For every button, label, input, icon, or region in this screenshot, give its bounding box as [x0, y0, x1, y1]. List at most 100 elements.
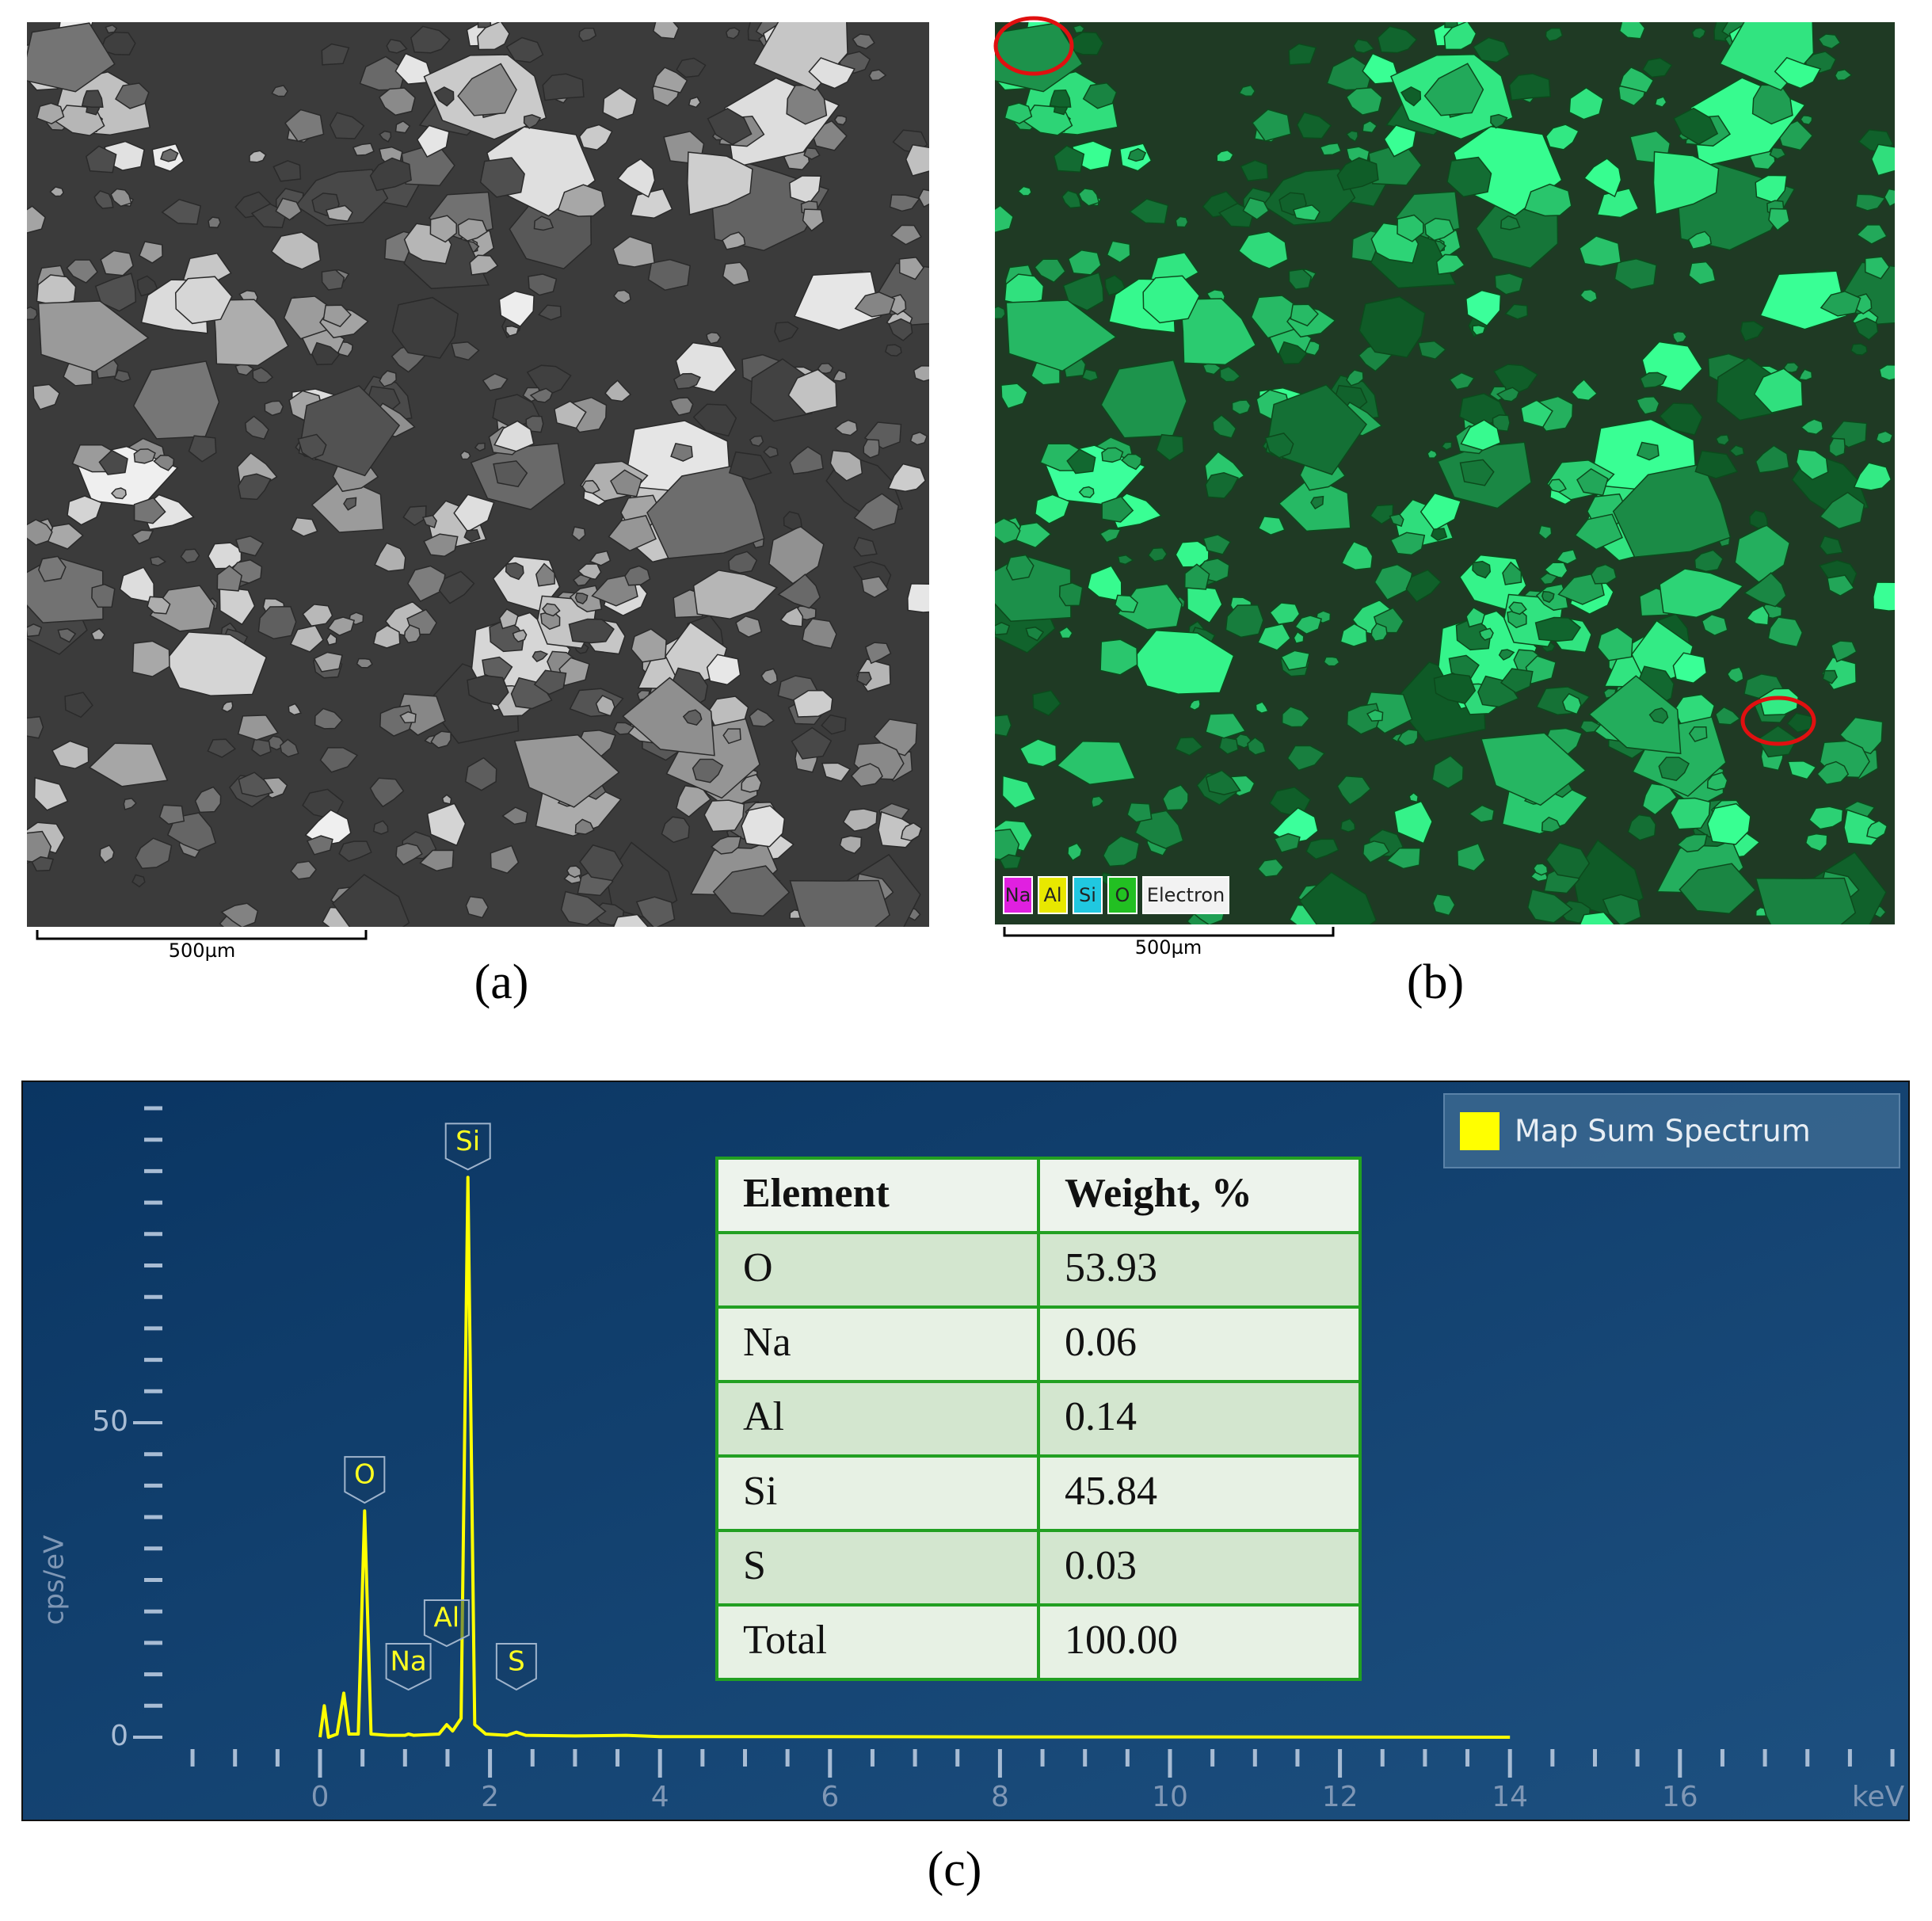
particle — [1081, 368, 1099, 382]
particle — [302, 604, 333, 627]
particle — [1423, 63, 1484, 116]
particle — [1743, 572, 1787, 608]
table-text: Si — [743, 1469, 777, 1514]
particle — [27, 715, 44, 739]
particle — [433, 86, 455, 107]
peak-label: Si — [455, 1126, 480, 1157]
particle — [568, 618, 615, 644]
particle — [1755, 877, 1857, 924]
particle — [1269, 602, 1301, 626]
particle — [1353, 38, 1375, 54]
particle — [703, 799, 745, 833]
particle — [1231, 399, 1252, 416]
particle — [1618, 22, 1646, 40]
legend-swatch — [1038, 876, 1068, 914]
particle — [216, 565, 243, 592]
legend-label: Si — [1079, 884, 1096, 906]
particle — [763, 445, 779, 459]
particle — [1294, 615, 1323, 635]
particle — [864, 642, 892, 665]
particle — [1769, 147, 1787, 160]
particle — [1679, 863, 1757, 915]
particle — [1808, 806, 1844, 830]
scale-bar-label: 500µm — [169, 940, 235, 962]
particle — [791, 726, 833, 760]
particle — [374, 542, 406, 572]
particle — [37, 555, 67, 582]
particle — [1694, 450, 1739, 479]
particle — [789, 175, 822, 204]
x-tick-label: 10 — [1152, 1781, 1188, 1813]
particle — [821, 714, 847, 735]
particle — [110, 487, 127, 500]
particle — [918, 189, 929, 208]
particle — [93, 190, 114, 209]
particle — [1183, 563, 1210, 590]
particle — [777, 574, 821, 609]
particle — [1671, 330, 1688, 344]
particle — [1706, 772, 1728, 791]
particle — [37, 300, 150, 373]
table-text: S — [743, 1543, 766, 1588]
particle — [288, 703, 302, 716]
particle — [429, 215, 457, 243]
particle — [542, 603, 561, 617]
particle — [271, 85, 289, 97]
particle — [1534, 616, 1582, 642]
particle — [1212, 414, 1237, 439]
particle — [842, 808, 878, 833]
particle — [1339, 818, 1356, 833]
particle — [622, 677, 715, 757]
particle — [326, 204, 353, 222]
particle — [1397, 214, 1424, 242]
particle — [1767, 616, 1804, 648]
particle — [64, 692, 93, 718]
scale-bar — [36, 930, 368, 940]
particle — [1298, 871, 1378, 924]
particle — [995, 517, 1021, 545]
particle — [1017, 185, 1032, 196]
particle — [741, 805, 786, 848]
particle — [138, 241, 163, 264]
particle — [1612, 463, 1732, 558]
particle — [1819, 535, 1843, 556]
particle — [1828, 437, 1846, 458]
particle — [1247, 737, 1267, 756]
table-header: Element — [743, 1171, 890, 1216]
particle — [631, 628, 667, 663]
table-cell — [715, 1380, 1040, 1458]
particle — [1205, 472, 1240, 499]
particle — [1786, 712, 1812, 734]
particle — [1323, 656, 1340, 667]
peak-label-box — [495, 1643, 537, 1691]
particle — [386, 38, 408, 54]
legend-label: Electron — [1147, 884, 1225, 906]
particle — [554, 400, 587, 429]
particle — [463, 529, 481, 543]
particle — [1102, 835, 1140, 867]
particle — [1370, 623, 1388, 642]
particle — [264, 400, 284, 417]
particle — [1104, 274, 1126, 296]
particle — [1374, 563, 1413, 601]
particle — [188, 435, 217, 463]
particle — [313, 651, 343, 673]
y-tick-label: 50 — [92, 1405, 128, 1438]
particle — [829, 449, 863, 482]
particle — [860, 576, 890, 598]
particle — [158, 804, 185, 825]
particle — [321, 269, 345, 291]
particle — [868, 69, 887, 82]
particle — [501, 806, 528, 825]
particle — [1728, 444, 1745, 457]
particle — [533, 669, 567, 696]
x-tick-label: 0 — [311, 1781, 330, 1813]
particle — [1498, 649, 1515, 661]
particle — [789, 879, 890, 927]
particle — [688, 96, 702, 109]
legend-swatch — [1107, 876, 1137, 914]
particle — [692, 403, 737, 437]
y-axis-label: cps/eV — [39, 1535, 70, 1626]
particle — [505, 36, 544, 63]
